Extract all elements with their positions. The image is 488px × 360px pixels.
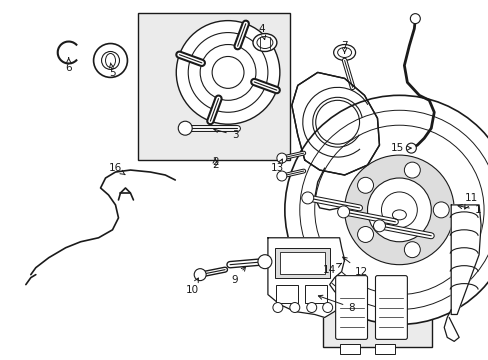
Circle shape [200, 45, 255, 100]
Circle shape [289, 302, 299, 312]
Ellipse shape [333, 45, 355, 60]
Text: 11: 11 [464, 193, 477, 209]
Text: 5: 5 [109, 63, 116, 78]
Circle shape [404, 242, 420, 258]
Circle shape [306, 302, 316, 312]
Circle shape [406, 143, 415, 153]
Text: 6: 6 [65, 58, 72, 73]
Text: 2: 2 [211, 157, 218, 167]
Text: 9: 9 [231, 267, 245, 285]
Text: 14: 14 [323, 263, 341, 275]
Text: 10: 10 [185, 278, 198, 294]
Circle shape [409, 14, 420, 24]
Text: 1: 1 [457, 204, 480, 215]
Bar [375, 345, 395, 354]
Bar [279, 252, 324, 274]
Text: 13: 13 [271, 159, 284, 173]
Circle shape [272, 302, 282, 312]
Text: 16: 16 [109, 163, 125, 175]
Text: 2: 2 [211, 160, 218, 170]
Bar [292, 185, 429, 267]
Bar [322, 258, 431, 347]
Circle shape [212, 57, 244, 88]
Circle shape [357, 226, 373, 242]
Bar [274, 248, 329, 278]
Text: 8: 8 [318, 295, 354, 312]
Bar [275, 285, 297, 302]
Text: 15: 15 [390, 143, 410, 153]
Circle shape [285, 95, 488, 324]
Polygon shape [291, 72, 379, 175]
Circle shape [322, 302, 332, 312]
Bar [138, 13, 289, 160]
Circle shape [188, 32, 267, 112]
Text: 4: 4 [258, 24, 265, 40]
Circle shape [404, 162, 420, 178]
Text: 7: 7 [341, 41, 347, 53]
Circle shape [176, 21, 279, 124]
Text: 3: 3 [213, 129, 238, 140]
Circle shape [357, 177, 373, 193]
Circle shape [381, 192, 416, 228]
Circle shape [344, 155, 453, 265]
Circle shape [299, 110, 488, 310]
FancyBboxPatch shape [375, 276, 407, 339]
Circle shape [373, 220, 385, 232]
FancyBboxPatch shape [335, 276, 367, 339]
Circle shape [367, 178, 430, 242]
Ellipse shape [252, 33, 276, 51]
Polygon shape [450, 205, 480, 315]
Bar [339, 345, 359, 354]
Circle shape [194, 269, 206, 280]
Circle shape [276, 153, 286, 163]
Circle shape [337, 206, 349, 218]
Circle shape [276, 171, 286, 181]
Circle shape [314, 125, 483, 294]
Circle shape [258, 255, 271, 269]
Text: 12: 12 [342, 257, 367, 276]
Circle shape [432, 202, 448, 218]
Bar [304, 285, 326, 302]
Circle shape [178, 121, 192, 135]
Circle shape [301, 192, 313, 204]
Polygon shape [267, 238, 344, 318]
